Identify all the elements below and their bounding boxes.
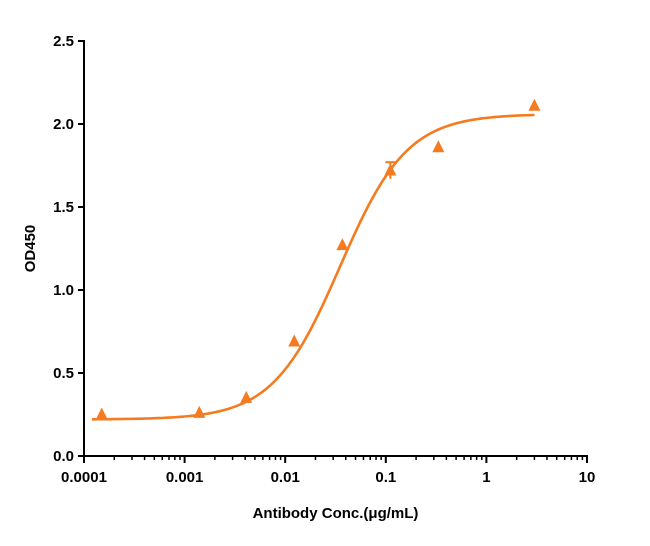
data-point-triangle	[288, 334, 301, 347]
x-tick-label: 0.1	[375, 469, 396, 486]
data-point-triangle	[240, 390, 253, 403]
x-tick-label: 0.001	[166, 469, 204, 486]
data-point-triangle	[95, 407, 108, 420]
data-point-triangle	[193, 405, 206, 418]
x-axis-title: Antibody Conc.(μg/mL)	[253, 505, 419, 522]
data-points	[95, 98, 541, 420]
x-tick-label: 1	[482, 469, 490, 486]
y-tick-label: 1.5	[53, 199, 74, 216]
y-axis-title: OD450	[22, 225, 39, 273]
data-point-triangle	[336, 238, 349, 251]
ticks: 0.0 0.5 1.0 1.5 2.0 2.5 0.0001 0.001 0.01 0.1 1 10	[53, 33, 595, 486]
y-tick-label: 1.0	[53, 282, 74, 299]
x-tick-label: 0.0001	[61, 469, 107, 486]
data-point-triangle	[384, 163, 397, 176]
axes	[83, 40, 588, 457]
y-tick-label: 2.5	[53, 33, 74, 50]
fit-curve	[91, 113, 535, 421]
y-tick-label: 0.0	[53, 448, 74, 465]
x-tick-label: 10	[579, 469, 596, 486]
y-tick-label: 0.5	[53, 365, 74, 382]
y-tick-label: 2.0	[53, 116, 74, 133]
x-tick-label: 0.01	[271, 469, 300, 486]
data-point-triangle	[432, 140, 445, 153]
fit-curve-group	[91, 113, 535, 421]
data-point-triangle	[528, 98, 541, 111]
